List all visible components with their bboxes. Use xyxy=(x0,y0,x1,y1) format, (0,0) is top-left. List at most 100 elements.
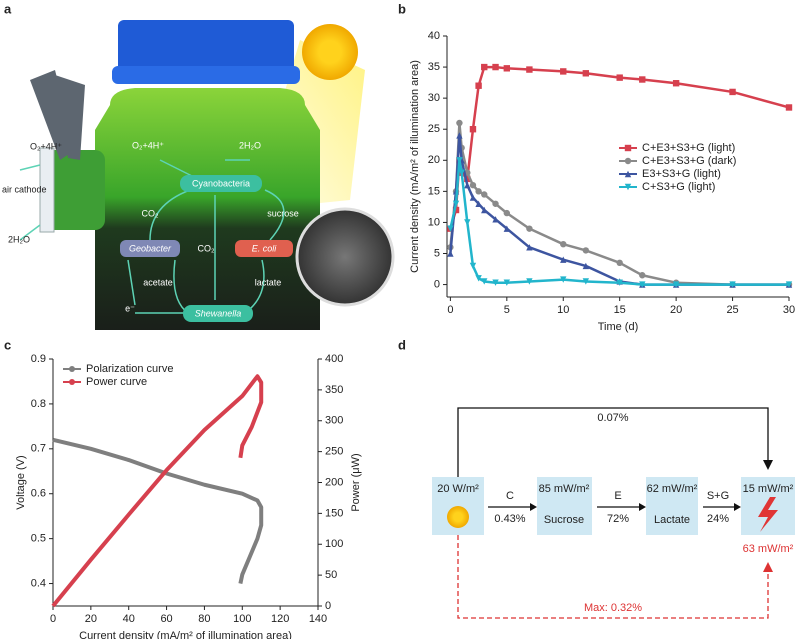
label: air cathode xyxy=(2,184,47,194)
x-tick-label: 25 xyxy=(726,304,738,316)
y2-tick-label: 100 xyxy=(325,538,343,550)
power: 62 mW/m² xyxy=(647,483,698,495)
marker xyxy=(526,66,533,73)
marker xyxy=(785,281,793,288)
x-tick-label: 0 xyxy=(50,613,56,625)
cap xyxy=(118,20,294,75)
legend-swatch xyxy=(69,379,75,385)
marker xyxy=(464,181,471,189)
legend-marker xyxy=(624,144,632,152)
panel-label: d xyxy=(398,337,406,352)
marker xyxy=(464,219,471,226)
y-tick-label: 0.9 xyxy=(31,353,46,365)
marker xyxy=(616,279,623,286)
y-tick-label: 15 xyxy=(428,185,440,197)
x-tick-label: 140 xyxy=(309,613,327,625)
node-box xyxy=(120,240,180,257)
y-tick-label: 5 xyxy=(434,247,440,259)
marker xyxy=(469,262,477,270)
label: 2H₂O xyxy=(239,140,261,150)
x-tick-label: 100 xyxy=(233,613,251,625)
x-tick-label: 5 xyxy=(504,304,510,316)
marker xyxy=(458,169,465,176)
legend-label: E3+S3+G (light) xyxy=(642,168,721,180)
cap-rim xyxy=(112,66,300,84)
marker xyxy=(582,278,590,285)
marker xyxy=(560,240,567,248)
x-tick-label: 30 xyxy=(783,304,795,316)
marker xyxy=(456,157,463,164)
y2-tick-label: 300 xyxy=(325,415,343,427)
marker xyxy=(503,209,511,217)
legend-label: C+S3+G (light) xyxy=(642,181,715,193)
label: E. coli xyxy=(252,243,278,253)
lightning-icon xyxy=(758,497,778,532)
y2-tick-label: 50 xyxy=(325,569,337,581)
efficiency: 24% xyxy=(707,513,729,525)
legend-marker xyxy=(624,170,632,178)
label: Shewanella xyxy=(195,308,242,318)
x-tick-label: 80 xyxy=(198,613,210,625)
x-axis-label: Time (d) xyxy=(598,321,639,333)
legend-marker xyxy=(624,157,632,165)
sun xyxy=(302,24,358,80)
marker xyxy=(475,82,482,89)
label: 2H₂O xyxy=(8,234,30,244)
marker xyxy=(526,244,533,251)
y2-tick-label: 250 xyxy=(325,446,343,458)
label: O₂+4H⁺ xyxy=(30,141,62,151)
connector xyxy=(457,407,769,478)
marker xyxy=(492,216,499,223)
y2-axis-label: Power (μW) xyxy=(350,453,362,511)
y2-tick-label: 150 xyxy=(325,507,343,519)
efficiency: 0.07% xyxy=(597,412,628,424)
marker xyxy=(475,200,482,207)
y-axis-label: Current density (mA/m² of illumination a… xyxy=(409,60,421,273)
label: CO₂ xyxy=(142,208,160,218)
panel-label: b xyxy=(398,1,406,16)
y-axis-label: Voltage (V) xyxy=(15,455,27,509)
marker xyxy=(526,225,533,232)
marker xyxy=(469,181,477,189)
y-tick-label: 35 xyxy=(428,61,440,73)
spout xyxy=(45,150,105,230)
x-tick-label: 10 xyxy=(557,304,569,316)
series-line xyxy=(52,437,264,584)
legend-label: C+E3+S3+G (light) xyxy=(642,142,735,154)
marker xyxy=(456,119,463,127)
x-tick-label: 20 xyxy=(670,304,682,316)
sem-inset xyxy=(295,207,395,307)
marker xyxy=(464,175,471,183)
box xyxy=(537,477,592,535)
node-box xyxy=(183,305,253,322)
marker xyxy=(447,250,454,257)
label: e⁻ xyxy=(125,303,135,313)
arrowhead xyxy=(763,562,773,572)
power: 85 mW/m² xyxy=(539,483,590,495)
marker xyxy=(639,281,646,288)
agent: E xyxy=(614,490,621,502)
legend-marker xyxy=(624,183,632,191)
marker xyxy=(492,63,499,71)
marker xyxy=(639,272,646,279)
marker xyxy=(481,63,488,71)
cycle-arrows xyxy=(127,189,285,314)
marker xyxy=(639,76,646,83)
marker xyxy=(582,262,590,270)
x-tick-label: 0 xyxy=(447,304,453,316)
clamp xyxy=(30,70,85,160)
sun-icon xyxy=(447,506,469,528)
marker xyxy=(469,194,477,201)
y-tick-label: 0.5 xyxy=(31,533,46,545)
marker xyxy=(456,132,463,139)
label: Geobacter xyxy=(129,243,172,253)
arrowhead xyxy=(734,503,741,511)
arrowhead xyxy=(763,460,773,470)
agent: S+G xyxy=(707,490,729,502)
legend-label: Polarization curve xyxy=(86,363,173,375)
connector xyxy=(457,535,769,619)
y2-tick-label: 350 xyxy=(325,384,343,396)
x-tick-label: 15 xyxy=(614,304,626,316)
legend-label: C+E3+S3+G (dark) xyxy=(642,155,736,167)
x-tick-label: 60 xyxy=(160,613,172,625)
